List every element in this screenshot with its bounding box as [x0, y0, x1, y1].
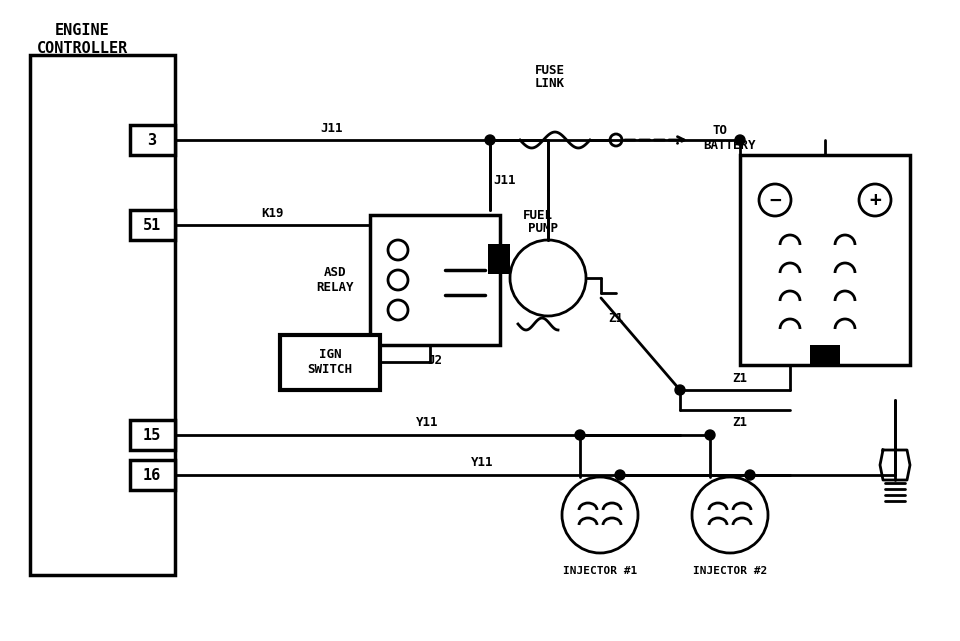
Text: Y11: Y11 — [470, 456, 493, 469]
Text: +: + — [869, 190, 881, 210]
Text: PUMP: PUMP — [528, 222, 558, 235]
Circle shape — [575, 430, 585, 440]
Text: TO: TO — [712, 124, 728, 137]
Bar — [130, 210, 175, 240]
Text: IGN
SWITCH: IGN SWITCH — [307, 348, 352, 376]
Text: J11: J11 — [321, 122, 344, 135]
Circle shape — [615, 470, 625, 480]
Bar — [810, 345, 840, 365]
Text: J2: J2 — [427, 353, 443, 367]
Text: FUSE: FUSE — [535, 63, 565, 76]
Bar — [740, 155, 910, 365]
Circle shape — [745, 470, 755, 480]
Circle shape — [735, 135, 745, 145]
Circle shape — [675, 385, 685, 395]
Text: BATTERY: BATTERY — [704, 138, 756, 151]
Text: K19: K19 — [261, 206, 283, 219]
Text: CONTROLLER: CONTROLLER — [36, 40, 128, 56]
Bar — [370, 215, 500, 345]
Bar — [130, 420, 175, 450]
Bar — [30, 55, 175, 575]
Text: ASD
RELAY: ASD RELAY — [316, 266, 353, 294]
Text: ENGINE: ENGINE — [55, 22, 109, 38]
Text: −: − — [769, 190, 780, 210]
Text: Y11: Y11 — [416, 417, 439, 429]
Text: Z1: Z1 — [732, 372, 748, 385]
Circle shape — [485, 135, 495, 145]
Text: LINK: LINK — [535, 76, 565, 90]
Text: 15: 15 — [143, 428, 161, 442]
Text: 51: 51 — [143, 217, 161, 233]
Circle shape — [705, 430, 715, 440]
Text: INJECTOR #2: INJECTOR #2 — [693, 566, 767, 576]
Text: INJECTOR #1: INJECTOR #1 — [563, 566, 637, 576]
Bar — [488, 244, 510, 274]
Text: Z1: Z1 — [732, 415, 748, 428]
Bar — [130, 460, 175, 490]
Text: 16: 16 — [143, 467, 161, 483]
Text: 3: 3 — [148, 133, 156, 147]
Text: Z1: Z1 — [609, 312, 623, 324]
Bar — [280, 335, 380, 390]
Text: J11: J11 — [493, 174, 516, 187]
Text: FUEL: FUEL — [523, 208, 553, 222]
Bar — [130, 125, 175, 155]
